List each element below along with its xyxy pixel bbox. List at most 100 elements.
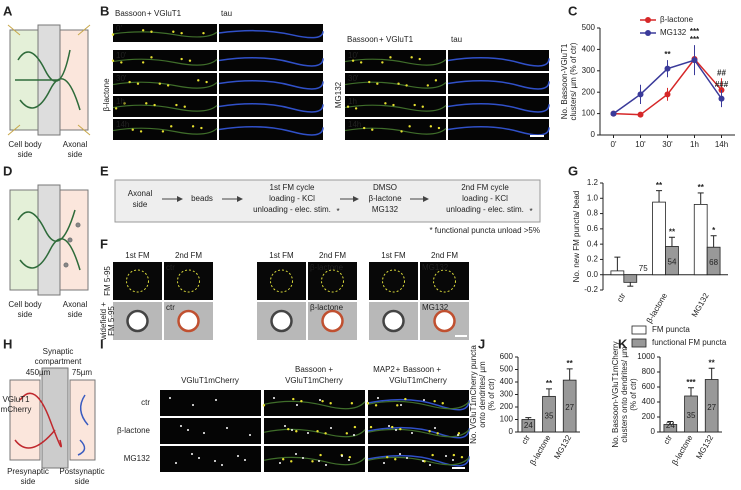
significance: *** [690,27,700,36]
punctum [406,457,408,459]
n-label: 75 [639,264,648,273]
neurite [218,29,324,39]
y-tick-label: 200 [642,412,656,421]
punctum [281,458,285,461]
y-axis-label: No. Bassoon-VGluT1mCherry [611,341,620,447]
punctum [445,455,447,457]
x-tick-label: 30' [662,140,673,149]
neurite [344,58,447,66]
punctum [191,453,193,455]
label: MG132 [124,454,151,463]
label: VGluT1mCherry [181,376,239,385]
micrograph [448,73,549,94]
punctum [249,434,251,436]
punctum [180,425,182,427]
punctum [389,56,392,59]
punctum [400,130,403,133]
punctum [325,464,327,466]
y-tick-label: 1000 [637,352,655,361]
punctum [376,82,379,85]
label: side [21,477,36,486]
punctum [198,457,200,459]
y-axis-label: onto dendrites/ µm [478,361,487,428]
punctum [191,125,195,128]
protocol-box [114,179,541,223]
punctum [180,31,183,35]
y-tick-label: -0.2 [584,285,598,294]
punctum [197,79,200,82]
x-tick-label: β-lactone [528,433,553,467]
data-point [637,111,644,118]
label: loading - KCl [462,194,508,203]
y-tick-label: 0.8 [587,209,599,218]
y-axis-label: (% of ctr) [629,378,638,411]
punctum [436,432,439,435]
punctum [120,61,123,64]
punctum [385,455,389,459]
significance: ### [715,80,729,89]
punctum [161,130,165,133]
label: ctr [166,303,175,312]
micrograph [369,262,418,300]
neurite [344,127,447,135]
micrograph [219,119,323,140]
micrograph [448,119,549,140]
punctum [452,453,456,457]
punctum [123,102,126,105]
micrograph [219,96,323,117]
y-tick-label: 500 [582,23,596,32]
x-tick-label: MG132 [694,433,715,461]
punctum [319,399,321,401]
bar [652,201,666,276]
x-tick-label: MG132 [552,433,573,461]
micrograph [160,446,261,472]
neurite [367,428,470,438]
label: Bassoon [115,9,146,18]
y-axis-label: clusters/ µm (% of ctr) [569,42,578,120]
punctum [348,459,350,461]
panel-label: H [3,336,12,351]
legend-label: β-lactone [660,15,694,24]
y-tick-label: 0 [509,427,514,436]
y-tick-label: 0.2 [587,255,599,264]
data-point [691,57,698,64]
neurite [112,31,218,38]
neurite [263,456,366,466]
punctum [388,425,390,427]
y-tick-label: 500 [500,365,514,374]
punctum [359,61,363,64]
neurite [218,80,324,90]
punctum [139,130,143,133]
bead-outline [270,269,293,293]
label: Axonal [128,189,153,198]
n-label: 35 [687,411,696,420]
punctum [434,79,438,82]
y-axis-label: No. new FM puncta/ bead [572,191,581,283]
significance: *** [690,35,700,44]
label: beads [191,194,213,203]
punctum [295,430,298,433]
label: tau [451,35,462,44]
data-point [664,65,671,72]
panel-label: F [100,236,108,251]
micrograph [448,50,549,71]
punctum [296,404,298,406]
punctum [348,455,352,459]
micrograph [164,262,213,300]
punctum [366,402,370,405]
label: side [18,310,33,319]
x-tick-label: ctr [662,433,674,445]
legend-label: MG132 [660,28,687,37]
bead-outline [382,269,405,293]
punctum [351,59,355,62]
punctum [192,404,194,406]
bead-outline [126,269,149,293]
punctum [354,107,358,110]
label: VGluT1mCherry [285,376,343,385]
y-tick-label: 0 [651,427,656,436]
punctum [452,459,454,461]
punctum [341,455,343,457]
label: loading - KCl [269,194,315,203]
label: 1h [348,97,357,106]
data-point [664,91,671,98]
